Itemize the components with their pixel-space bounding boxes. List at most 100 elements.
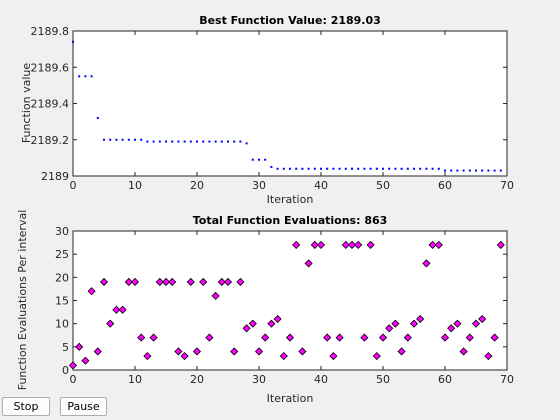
best-value-point	[493, 169, 496, 172]
best-value-x-tick-label: 60	[438, 179, 452, 192]
evaluations-x-label: Iteration	[267, 392, 314, 405]
evaluation-point	[87, 287, 96, 296]
best-value-point	[189, 140, 192, 143]
best-value-point	[121, 138, 124, 141]
best-value-x-tick-label: 30	[252, 179, 266, 192]
stop-button[interactable]: Stop	[2, 397, 50, 416]
evaluations-y-tick-label: 10	[55, 318, 69, 331]
best-value-point	[127, 138, 130, 141]
best-value-point	[227, 140, 229, 143]
best-value-point	[431, 167, 434, 170]
evaluations-y-ticks: 0 5 10 15 20 25 30	[55, 225, 507, 377]
evaluations-y-tick-label: 30	[55, 225, 69, 238]
best-value-point	[481, 169, 484, 172]
best-value-x-tick-label: 40	[314, 179, 328, 192]
evaluations-y-tick-label: 15	[55, 295, 69, 308]
evaluation-point	[459, 347, 468, 356]
best-value-point	[202, 140, 205, 143]
evaluation-point	[217, 277, 226, 287]
evaluations-y-label: Function Evaluations Per interval	[16, 210, 29, 391]
evaluations-plot: Total Function Evaluations: 863 0 5 10 15 20…	[16, 210, 514, 405]
best-value-point	[468, 169, 471, 172]
evaluation-point	[112, 305, 121, 314]
best-value-point	[84, 75, 87, 78]
evaluation-point	[248, 319, 257, 328]
evaluations-title: Total Function Evaluations: 863	[193, 214, 388, 227]
best-value-point	[245, 142, 248, 145]
best-value-point	[282, 167, 285, 170]
evaluation-point	[180, 352, 189, 361]
evaluation-point	[409, 319, 419, 328]
best-value-point	[78, 75, 81, 78]
best-value-point	[301, 167, 304, 170]
best-value-y-tick-label: 2189	[41, 170, 69, 183]
best-value-point	[183, 140, 186, 143]
best-value-point	[295, 167, 298, 170]
evaluation-point	[211, 291, 220, 300]
best-value-point	[413, 167, 415, 170]
best-value-x-ticks: 0 10 20 30 40 50 60 70	[70, 31, 514, 192]
evaluation-point	[347, 240, 357, 249]
evaluations-x-tick-label: 60	[438, 373, 452, 386]
best-value-point	[289, 167, 291, 170]
evaluation-point	[168, 277, 177, 287]
evaluation-point	[465, 333, 474, 342]
best-value-point	[233, 140, 236, 143]
evaluation-point	[422, 259, 431, 268]
evaluation-point	[323, 333, 332, 342]
best-value-point	[487, 169, 490, 172]
best-value-point	[313, 167, 316, 170]
best-value-point	[152, 140, 155, 143]
evaluations-axes	[72, 230, 508, 371]
evaluations-x-tick-label: 40	[314, 373, 328, 386]
best-value-point	[140, 138, 143, 141]
evaluations-y-tick-label: 25	[55, 248, 69, 261]
best-value-point	[196, 140, 198, 143]
evaluation-point	[81, 356, 90, 365]
best-value-point	[400, 167, 403, 170]
best-value-point	[134, 138, 136, 141]
best-value-point	[369, 167, 372, 170]
evaluation-point	[106, 319, 115, 328]
best-value-point	[499, 169, 502, 172]
best-value-point	[332, 167, 335, 170]
best-value-plot: Best Function Value: 2189.03 2189 2189.2 2…	[20, 14, 514, 206]
best-value-y-tick-label: 2189.4	[31, 98, 70, 111]
evaluation-point	[118, 305, 127, 314]
best-value-point	[115, 138, 118, 141]
evaluation-point	[453, 319, 462, 328]
best-value-point	[363, 167, 366, 170]
evaluation-point	[366, 240, 375, 249]
best-value-point	[326, 167, 329, 170]
best-value-point	[406, 167, 409, 170]
evaluation-point	[478, 314, 487, 324]
evaluation-point	[378, 333, 388, 342]
evaluation-point	[341, 240, 350, 249]
pause-button[interactable]: Pause	[60, 397, 107, 416]
best-value-title: Best Function Value: 2189.03	[199, 14, 381, 27]
evaluation-point	[68, 361, 78, 370]
evaluation-point	[397, 347, 406, 356]
best-value-point	[419, 167, 422, 170]
evaluation-point	[496, 240, 505, 249]
best-value-x-tick-label: 70	[500, 179, 514, 192]
evaluations-x-tick-label: 30	[252, 373, 266, 386]
evaluation-point	[298, 347, 307, 356]
best-value-point	[264, 158, 267, 161]
best-value-point	[357, 167, 360, 170]
best-value-x-tick-label: 0	[70, 179, 77, 192]
evaluation-point	[75, 342, 84, 351]
best-value-point	[344, 167, 347, 170]
evaluation-point	[279, 352, 288, 361]
best-value-y-tick-label: 2189.2	[31, 134, 70, 147]
evaluation-point	[354, 240, 363, 249]
evaluations-y-tick-label: 20	[55, 271, 69, 284]
best-value-y-tick-label: 2189.8	[31, 25, 70, 38]
evaluation-point	[143, 352, 152, 361]
best-value-point	[177, 140, 180, 143]
best-value-point	[165, 140, 167, 143]
best-value-point	[270, 165, 273, 168]
best-value-point	[320, 167, 322, 170]
best-value-point	[425, 167, 428, 170]
evaluation-point	[186, 277, 195, 287]
